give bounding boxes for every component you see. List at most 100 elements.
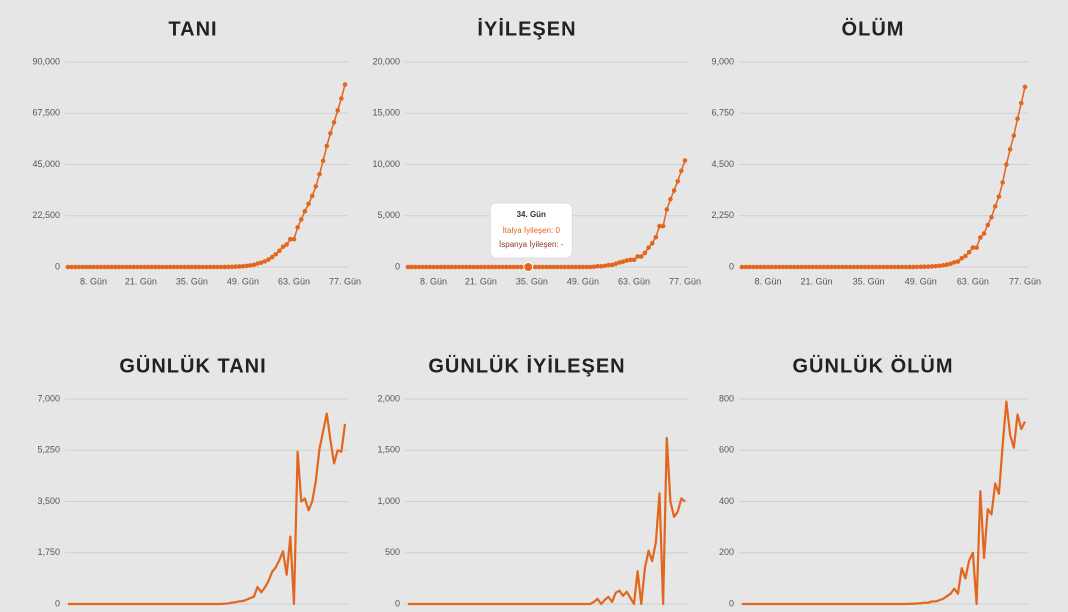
data-point [306, 201, 311, 207]
x-tick-label: 35. Gün [516, 276, 548, 286]
data-point [765, 264, 771, 270]
data-line [68, 84, 346, 268]
data-point [317, 171, 322, 177]
data-point [544, 264, 549, 270]
data-point [511, 264, 516, 270]
data-point [76, 264, 82, 270]
data-point [298, 217, 304, 222]
tooltip-line: İspanya İyileşen: - [499, 240, 564, 249]
data-point [992, 204, 998, 209]
x-tick-label: 63. Gün [618, 276, 650, 286]
chart-title: ÖLÜM [842, 17, 905, 40]
y-tick-label: 22,500 [32, 210, 60, 220]
data-point [1018, 100, 1024, 106]
data-point [182, 264, 187, 270]
data-point [207, 264, 213, 270]
y-tick-label: 800 [719, 393, 734, 403]
data-point [335, 108, 341, 113]
x-tick-label: 49. Gün [227, 276, 259, 286]
data-point [416, 264, 422, 270]
y-tick-label: 4,500 [711, 159, 734, 169]
data-point [873, 264, 879, 270]
data-point [832, 264, 838, 270]
data-point [124, 264, 129, 270]
data-point [320, 158, 326, 164]
data-point [540, 264, 546, 270]
tooltip-title: 34. Gün [517, 210, 546, 219]
data-point [482, 264, 487, 270]
data-point [747, 264, 752, 270]
data-point [427, 264, 433, 270]
y-tick-label: 67,500 [32, 108, 60, 118]
data-point [624, 258, 629, 263]
data-point [500, 264, 506, 270]
data-point [339, 96, 344, 101]
data-point [791, 264, 797, 270]
x-tick-label: 35. Gün [176, 276, 208, 286]
data-point [959, 255, 964, 261]
data-point [907, 264, 912, 270]
x-tick-label: 77. Gün [669, 276, 701, 286]
data-point [255, 261, 260, 266]
data-point [989, 214, 994, 220]
data-point [899, 264, 905, 270]
data-point [955, 259, 961, 264]
data-point [858, 264, 864, 270]
data-point [280, 244, 286, 250]
data-point [769, 264, 775, 270]
x-tick-label: 8. Gün [755, 276, 782, 286]
data-point [933, 263, 938, 269]
data-point [896, 264, 901, 270]
data-point [602, 263, 608, 269]
data-point [925, 264, 931, 269]
data-point [471, 264, 476, 270]
data-point [1000, 180, 1005, 185]
y-tick-label: 15,000 [372, 108, 400, 118]
x-tick-label: 21. Gün [800, 276, 832, 286]
data-point [1022, 84, 1028, 90]
data-point [138, 264, 144, 270]
data-point [72, 264, 78, 270]
data-point [653, 234, 659, 240]
data-line [408, 436, 686, 606]
data-point [240, 263, 246, 269]
chart-title: TANI [168, 18, 217, 40]
data-point [981, 231, 987, 236]
data-point [682, 158, 688, 163]
data-point [675, 179, 681, 184]
data-point [558, 264, 564, 270]
data-point [266, 257, 271, 262]
data-point [431, 264, 436, 270]
data-point [185, 264, 191, 270]
data-point [817, 264, 823, 270]
data-point [773, 264, 778, 270]
data-point [584, 264, 589, 270]
data-point [142, 264, 147, 270]
data-point [434, 264, 440, 270]
data-point [91, 264, 96, 270]
data-point [903, 264, 909, 270]
data-point [970, 245, 976, 250]
data-point [944, 262, 950, 267]
data-point [328, 130, 333, 136]
data-point [996, 194, 1002, 199]
tooltip-box [489, 202, 573, 259]
data-point [113, 264, 118, 270]
data-point [620, 259, 626, 264]
data-point [269, 254, 275, 260]
data-point [795, 264, 801, 270]
data-point [258, 260, 264, 265]
data-point [613, 261, 619, 267]
data-point [922, 264, 927, 270]
y-tick-label: 3,500 [37, 496, 60, 506]
data-point [598, 263, 604, 269]
data-point [631, 257, 637, 263]
y-tick-label: 0 [395, 261, 400, 271]
data-point [609, 262, 615, 268]
data-line [742, 86, 1026, 268]
data-point [331, 120, 337, 125]
data-point [638, 254, 644, 259]
data-point [423, 264, 429, 270]
data-point [851, 264, 857, 270]
data-point [784, 264, 789, 270]
